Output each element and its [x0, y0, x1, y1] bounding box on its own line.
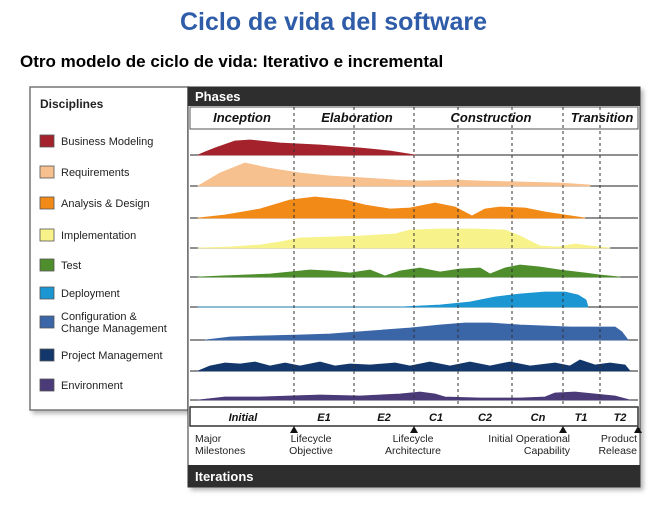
legend-swatch	[39, 196, 55, 210]
legend-swatch	[39, 286, 55, 300]
milestone-label: Architecture	[385, 445, 441, 457]
discipline-curve	[197, 264, 621, 278]
legend-label: Project Management	[61, 350, 163, 362]
milestone-label: Lifecycle	[291, 433, 332, 445]
phases-header: Phases	[195, 89, 241, 104]
milestone-marker	[634, 426, 642, 433]
milestone-label: Objective	[289, 445, 333, 457]
legend-swatch	[39, 315, 55, 329]
legend-swatch	[39, 348, 55, 362]
page-title: Ciclo de vida del software	[179, 8, 488, 36]
legend-label: Implementation	[61, 230, 136, 242]
milestone-label: Major	[195, 433, 222, 445]
milestone-label: Capability	[524, 445, 571, 457]
page-subtitle: Otro modelo de ciclo de vida: Iterativo …	[20, 52, 444, 71]
iteration-label: T2	[614, 412, 627, 424]
iteration-label: Cn	[531, 412, 546, 424]
legend-label: Environment	[61, 380, 123, 392]
iteration-label: Initial	[229, 412, 259, 424]
legend-label: Analysis & Design	[61, 198, 150, 210]
iteration-labels: Initial E1 E2 C1 C2 Cn T1 T2	[229, 412, 627, 424]
milestone-label: Initial Operational	[488, 433, 570, 445]
discipline-curve	[197, 196, 586, 219]
legend-label: Business Modeling	[61, 136, 153, 148]
milestone-marker	[290, 426, 298, 433]
disciplines-panel	[29, 86, 189, 411]
legend-swatch	[39, 134, 55, 148]
milestone-label: Product	[601, 433, 637, 445]
legend-swatch	[39, 258, 55, 272]
iterations-header: Iterations	[195, 469, 254, 484]
discipline-curve	[197, 162, 591, 187]
legend-label: Deployment	[61, 288, 120, 300]
legend-swatch	[39, 228, 55, 242]
legend-swatch	[39, 378, 55, 392]
phase-labels: Inception Elaboration Construction Transiti…	[213, 110, 633, 125]
milestone-marker	[410, 426, 418, 433]
phase-label: Elaboration	[321, 110, 393, 125]
phases-bar	[188, 87, 640, 106]
phase-dividers	[293, 107, 601, 426]
phase-label: Transition	[571, 110, 634, 125]
legend-label: Configuration &	[61, 311, 137, 323]
disciplines-legend: Business Modeling Requirements Analysis & …	[39, 134, 167, 392]
legend-label: Requirements	[61, 167, 130, 179]
milestone-marker	[559, 426, 567, 433]
iteration-label: C1	[429, 412, 443, 424]
discipline-curve	[204, 322, 629, 341]
legend-label: Test	[61, 260, 81, 272]
legend-swatch	[39, 165, 55, 179]
milestone-label: Lifecycle	[393, 433, 434, 445]
discipline-curve	[197, 139, 416, 156]
iteration-label: C2	[478, 412, 492, 424]
legend-label: Change Management	[61, 323, 167, 335]
iteration-label: E2	[377, 412, 390, 424]
disciplines-header: Disciplines	[40, 97, 104, 111]
discipline-curve	[197, 228, 611, 249]
iteration-label: T1	[575, 412, 588, 424]
phase-label: Inception	[213, 110, 271, 125]
iterations-bar	[188, 465, 640, 487]
milestone-label: Milestones	[195, 445, 245, 457]
discipline-curve	[197, 291, 589, 308]
iteration-label: E1	[317, 412, 330, 424]
phase-label: Construction	[451, 110, 532, 125]
milestones: MajorMilestonesLifecycleObjectiveLifecyc…	[195, 426, 642, 457]
milestone-label: Release	[598, 445, 637, 457]
